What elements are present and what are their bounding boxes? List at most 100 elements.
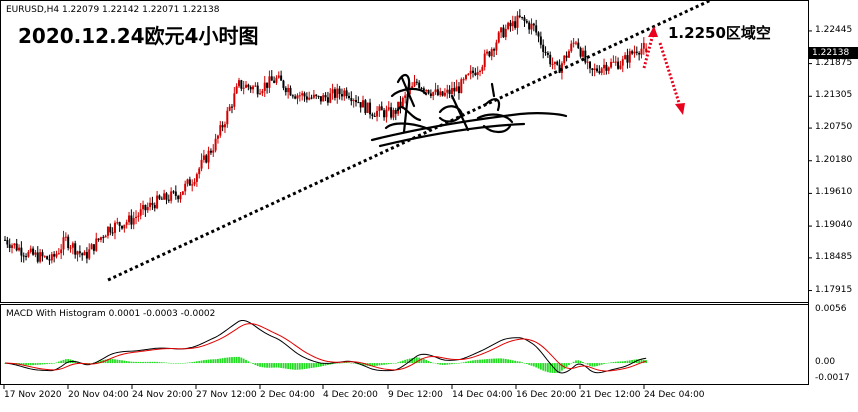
macd-histogram-bar [270, 363, 273, 368]
candle-body [394, 110, 397, 114]
macd-histogram-bar [544, 363, 547, 372]
candle-body [273, 80, 276, 83]
candle-body [228, 106, 231, 111]
time-tick-label: 24 Nov 20:00 [132, 390, 193, 400]
candle-body [163, 193, 166, 200]
macd-histogram-bar [282, 363, 285, 369]
macd-histogram-bar [549, 363, 552, 373]
candle-body [67, 236, 70, 248]
candle-body [191, 184, 194, 186]
candle-body [565, 55, 568, 58]
macd-histogram-bar [343, 362, 346, 364]
candle-body [352, 100, 355, 102]
macd-histogram-bar [121, 360, 123, 364]
time-tick-label: 4 Dec 20:00 [323, 390, 378, 400]
candle-body [500, 27, 503, 33]
macd-histogram-bar [179, 363, 182, 364]
candle-body [158, 195, 161, 199]
candle-body [404, 95, 407, 98]
candle-body [55, 253, 58, 257]
macd-histogram-bar [48, 363, 51, 364]
candle-body [144, 204, 147, 211]
candle-body [167, 199, 170, 201]
candle-body [542, 44, 545, 52]
macd-histogram-bar [612, 362, 615, 364]
candle-body [607, 67, 610, 71]
macd-histogram-bar [570, 363, 573, 364]
macd-histogram-bar [139, 361, 142, 364]
macd-histogram-bar [380, 363, 383, 366]
macd-histogram-bar [369, 363, 371, 367]
macd-histogram-bar [172, 363, 175, 364]
macd-histogram-bar [525, 363, 528, 365]
macd-histogram-bar [593, 363, 596, 367]
candle-body [43, 256, 46, 258]
macd-histogram-bar [125, 361, 128, 364]
candle-body [570, 43, 573, 52]
macd-histogram-bar [312, 363, 315, 368]
candle-body [486, 51, 489, 54]
signal-line [4, 323, 647, 372]
candle-body [296, 95, 299, 99]
macd-histogram-bar [46, 363, 49, 365]
candle-body [493, 49, 496, 51]
macd-histogram-bar [495, 358, 498, 364]
candle-body [13, 243, 16, 246]
candle-body [574, 42, 577, 44]
macd-histogram-bar [427, 360, 430, 364]
macd-histogram-bar [589, 363, 591, 367]
candle-body [60, 249, 63, 254]
macd-histogram-bar [322, 363, 325, 367]
candle-body [539, 36, 542, 45]
macd-histogram-bar [614, 361, 617, 364]
price-tick-label: 1.20180 [815, 154, 853, 165]
macd-histogram-bar [252, 363, 254, 364]
candle-body [586, 61, 589, 63]
candle-body [326, 97, 329, 103]
candle-body [631, 51, 634, 54]
candle-body [411, 86, 414, 89]
macd-histogram-bar [228, 357, 231, 364]
candle-body [83, 252, 86, 256]
candle-body [92, 244, 95, 251]
macd-histogram-bar [193, 361, 196, 364]
macd-histogram-bar [429, 361, 432, 364]
candle-body [146, 207, 149, 211]
candle-body [25, 256, 28, 258]
macd-histogram-bar [198, 360, 201, 364]
candle-body [614, 61, 617, 63]
macd-histogram-bar [331, 363, 334, 365]
macd-histogram-bar [462, 362, 465, 364]
candle-body [355, 100, 357, 103]
candle-body [577, 42, 580, 49]
candle-body [102, 237, 105, 239]
macd-histogram-bar [242, 358, 245, 364]
candle-body [76, 251, 79, 255]
macd-histogram-bar [233, 356, 236, 364]
candle-body [502, 27, 505, 38]
candle-body [572, 42, 575, 44]
macd-histogram-bar [301, 363, 304, 370]
macd-histogram-bar [29, 363, 32, 366]
macd-histogram-bar [406, 359, 409, 364]
candle-body [528, 22, 531, 30]
candle-body [329, 93, 332, 103]
macd-histogram-bar [521, 362, 524, 364]
macd-histogram-bar [57, 361, 60, 364]
candle-body [628, 51, 631, 63]
candle-body [170, 191, 173, 201]
candle-body [642, 42, 645, 49]
candle-body [153, 205, 156, 209]
macd-histogram-bar [446, 363, 449, 365]
macd-histogram-bar [490, 358, 493, 364]
macd-histogram-bar [294, 363, 297, 370]
candle-body [207, 150, 210, 163]
candle-body [184, 183, 187, 192]
macd-histogram-bar [315, 363, 318, 368]
macd-histogram-bar [186, 362, 189, 364]
candle-body [289, 87, 292, 96]
time-tick-label: 14 Dec 04:00 [452, 390, 513, 400]
candle-body [118, 222, 121, 226]
candle-body [638, 52, 641, 55]
